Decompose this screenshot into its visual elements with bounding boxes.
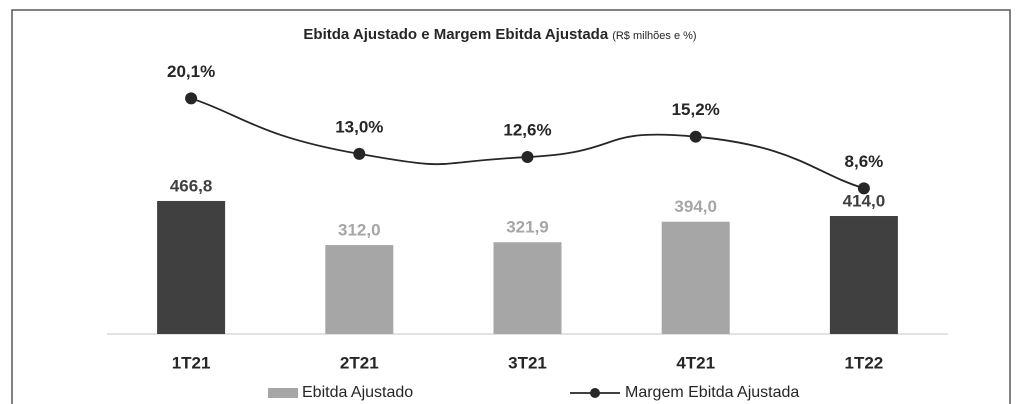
bar: [493, 242, 562, 334]
bar: [325, 245, 394, 334]
bar: [157, 200, 226, 334]
x-tick-label: 1T22: [845, 353, 884, 372]
line-marker: [185, 92, 198, 105]
chart-title: Ebitda Ajustado e Margem Ebitda Ajustada: [303, 26, 608, 43]
x-tick-label: 3T21: [508, 353, 547, 372]
data-label: 12,6%: [503, 121, 551, 140]
data-label: 15,2%: [672, 100, 720, 119]
legend-label: Ebitda Ajustado: [302, 384, 413, 401]
data-label: 8,6%: [845, 152, 884, 171]
chart-subtitle: (R$ milhões e %): [612, 30, 696, 42]
legend-label: Margem Ebitda Ajustada: [625, 384, 799, 401]
data-label: 13,0%: [335, 117, 383, 136]
data-label: 312,0: [338, 221, 381, 240]
data-label: 321,9: [506, 218, 549, 237]
line-marker: [353, 147, 366, 160]
line-marker: [689, 130, 702, 143]
line-marker: [857, 182, 870, 195]
data-label: 414,0: [843, 191, 886, 210]
bar: [661, 221, 730, 334]
data-label: 20,1%: [167, 62, 215, 81]
line-marker: [521, 151, 534, 164]
line: [190, 97, 865, 190]
x-tick-label: 1T21: [172, 353, 211, 372]
data-label: 466,8: [170, 176, 213, 195]
x-tick-label: 2T21: [340, 353, 379, 372]
bar: [829, 216, 898, 334]
data-label: 394,0: [674, 197, 717, 216]
legend-swatch: [590, 388, 600, 398]
x-tick-label: 4T21: [676, 353, 715, 372]
chart-frame: [11, 9, 1011, 404]
legend-swatch: [268, 388, 298, 398]
